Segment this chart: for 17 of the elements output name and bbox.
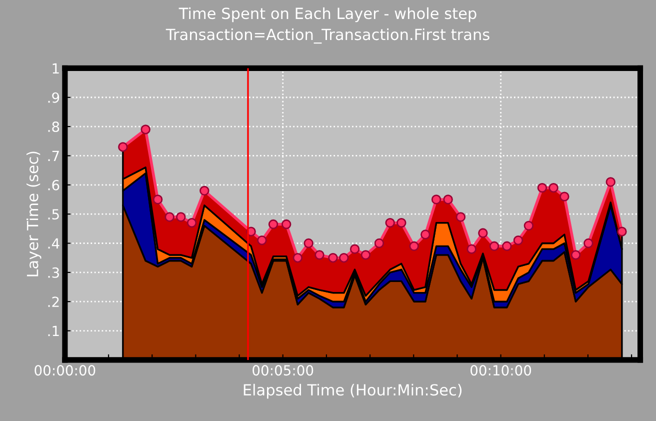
y-tick-label: .2: [48, 296, 59, 307]
y-tick-label: .1: [48, 326, 59, 336]
y-axis-title: Layer Time (sec): [26, 152, 42, 276]
y-tick-label: .8: [48, 122, 60, 132]
y-tick-label: .3: [48, 267, 59, 278]
x-tick-label: 00:00:00: [34, 365, 96, 376]
y-tick-label: .6: [48, 180, 60, 190]
chart-subtitle: Transaction=Action_Transaction.First trans: [166, 28, 490, 44]
x-tick-label: 00:05:00: [252, 365, 314, 376]
x-tick-label: 00:10:00: [470, 365, 532, 376]
y-tick-label: .9: [48, 92, 60, 103]
y-tick-label: .7: [48, 150, 59, 162]
y-tick-label: 1: [52, 63, 59, 74]
y-tick-label: .5: [48, 209, 59, 220]
chart-title: Time Spent on Each Layer - whole step: [178, 7, 476, 22]
x-axis-title: Elapsed Time (Hour:Min:Sec): [244, 384, 462, 399]
y-tick-label: .4: [48, 238, 60, 249]
